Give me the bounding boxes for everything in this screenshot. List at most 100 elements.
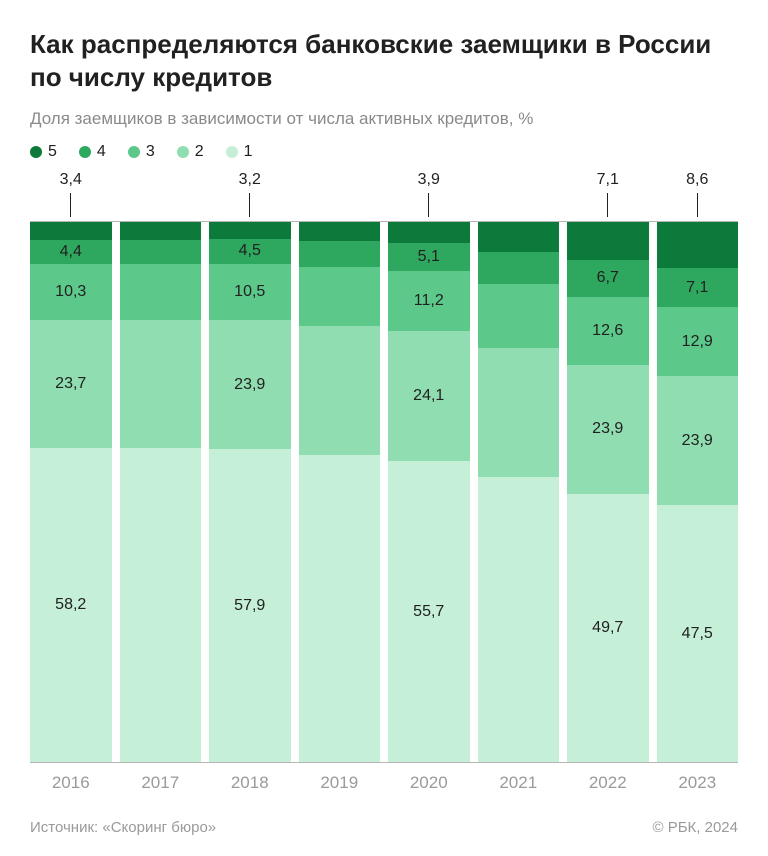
segment-value-label: 23,9 (682, 432, 713, 450)
stacked-bar: 4,4 10,3 23,7 58,2 (30, 222, 112, 762)
segment-value-label: 58,2 (55, 596, 86, 614)
stacked-bar (299, 222, 381, 762)
stacked-bar: 5,1 11,2 24,1 55,7 (388, 222, 470, 762)
source-label: Источник: «Скоринг бюро» (30, 819, 216, 836)
top-annotation: 3,2 (239, 171, 261, 193)
bar-segment: 47,5 (657, 505, 739, 762)
bar-segment: 12,9 (657, 307, 739, 377)
segment-value-label: 7,1 (686, 279, 708, 297)
bar-segment: 4,5 (209, 239, 291, 263)
stacked-bar: 4,5 10,5 23,9 57,9 (209, 222, 291, 762)
legend-label: 4 (97, 143, 106, 161)
bar-segment: 23,9 (209, 320, 291, 449)
segment-value-label: 4,5 (239, 242, 261, 260)
top-annotations-row: 3,43,23,97,18,6 (30, 171, 738, 193)
segment-value-label: 57,9 (234, 597, 265, 615)
x-axis-label: 2021 (499, 763, 537, 793)
x-axis-label: 2019 (320, 763, 358, 793)
bars-row: 4,4 10,3 23,7 58,2 4,5 10,5 23,9 57,9 5,1 11,2 24,… (30, 222, 738, 762)
x-axis-label: 2018 (231, 763, 269, 793)
bar-segment (30, 222, 112, 240)
bar-segment: 12,6 (567, 297, 649, 365)
annotation-tick (607, 193, 608, 217)
legend-item: 5 (30, 143, 57, 161)
legend-label: 3 (146, 143, 155, 161)
segment-value-label: 12,9 (682, 333, 713, 351)
legend-item: 1 (226, 143, 253, 161)
segment-value-label: 6,7 (597, 269, 619, 287)
segment-value-label: 24,1 (413, 387, 444, 405)
annotation-tick (249, 193, 250, 217)
bar-segment (478, 477, 560, 762)
legend-label: 2 (195, 143, 204, 161)
bar-segment: 4,4 (30, 240, 112, 264)
chart-title: Как распределяются банковские заемщики в… (30, 28, 738, 93)
bar-segment (478, 348, 560, 478)
bar-segment: 10,5 (209, 264, 291, 321)
bar-segment: 23,9 (567, 365, 649, 494)
stacked-bar: 6,7 12,6 23,9 49,7 (567, 222, 649, 762)
chart: 3,43,23,97,18,6 4,410,323,758,24,510,523… (30, 171, 738, 793)
legend-dot-icon (79, 146, 91, 158)
bar-segment: 55,7 (388, 461, 470, 762)
legend-dot-icon (177, 146, 189, 158)
legend-label: 1 (244, 143, 253, 161)
x-axis-label: 2020 (410, 763, 448, 793)
x-axis-label: 2017 (141, 763, 179, 793)
top-annotation: 3,9 (418, 171, 440, 193)
bar-segment (299, 455, 381, 762)
chart-footer: Источник: «Скоринг бюро» © РБК, 2024 (30, 819, 738, 836)
segment-value-label: 11,2 (414, 292, 444, 310)
segment-value-label: 23,7 (55, 375, 86, 393)
bar-segment (299, 326, 381, 456)
bar-segment: 58,2 (30, 448, 112, 762)
bar-segment (120, 240, 202, 264)
segment-value-label: 49,7 (592, 619, 623, 637)
stacked-bar: 7,1 12,9 23,9 47,5 (657, 222, 739, 762)
legend-item: 2 (177, 143, 204, 161)
bar-segment (299, 241, 381, 267)
segment-value-label: 23,9 (234, 376, 265, 394)
legend-label: 5 (48, 143, 57, 161)
bar-segment (657, 222, 739, 268)
tick-row (30, 193, 738, 221)
bar-segment (478, 252, 560, 284)
x-axis-label: 2023 (678, 763, 716, 793)
bar-segment: 49,7 (567, 494, 649, 762)
segment-value-label: 55,7 (413, 603, 444, 621)
segment-value-label: 12,6 (592, 322, 623, 340)
stacked-bar (120, 222, 202, 762)
legend-dot-icon (226, 146, 238, 158)
legend: 5 4 3 2 1 (30, 143, 738, 161)
top-annotation: 3,4 (60, 171, 82, 193)
bar-segment (120, 320, 202, 449)
annotation-tick (428, 193, 429, 217)
bar-segment (567, 222, 649, 260)
bar-segment: 5,1 (388, 243, 470, 271)
credit-label: © РБК, 2024 (652, 819, 738, 836)
bar-segment: 23,7 (30, 320, 112, 448)
bar-segment (299, 222, 381, 241)
stacked-bar (478, 222, 560, 762)
bar-segment: 10,3 (30, 264, 112, 320)
legend-item: 4 (79, 143, 106, 161)
bar-segment: 23,9 (657, 376, 739, 505)
bar-segment (120, 264, 202, 320)
x-axis: 2016 2017 2018 2019 2020 2021 2022 2023 (30, 763, 738, 793)
segment-value-label: 23,9 (592, 420, 623, 438)
x-axis-label: 2022 (589, 763, 627, 793)
bar-segment: 6,7 (567, 260, 649, 296)
segment-value-label: 4,4 (60, 243, 82, 261)
bar-segment: 24,1 (388, 331, 470, 461)
bar-segment: 57,9 (209, 449, 291, 762)
segment-value-label: 10,3 (55, 283, 86, 301)
x-axis-label: 2016 (52, 763, 90, 793)
bar-segment (299, 267, 381, 326)
bar-segment (478, 284, 560, 348)
bar-segment (388, 222, 470, 243)
bar-segment (120, 222, 202, 240)
legend-dot-icon (128, 146, 140, 158)
bar-segment (209, 222, 291, 239)
bar-segment: 7,1 (657, 268, 739, 306)
legend-dot-icon (30, 146, 42, 158)
